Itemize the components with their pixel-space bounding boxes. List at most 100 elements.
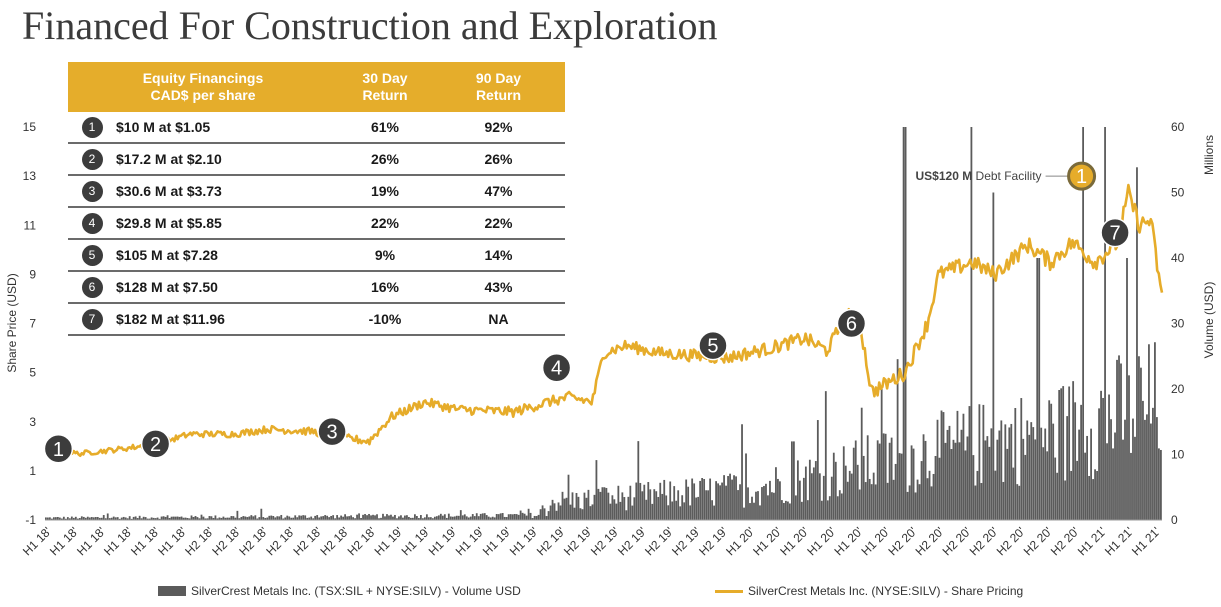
volume-bar [910,445,913,520]
volume-bar [398,516,400,520]
volume-bar [904,127,907,520]
x-tick-label: H2 18' [182,524,216,558]
volume-bar [629,485,632,520]
volume-bar [553,503,556,520]
volume-bar [599,491,602,520]
volume-bar [54,517,57,520]
volume-bar [1078,429,1081,520]
volume-bar [94,517,97,520]
volume-bar [292,517,295,520]
volume-bar [1114,432,1116,520]
volume-bar [1026,420,1029,520]
financing-marker-circle [43,434,74,464]
volume-bar [900,453,903,520]
volume-bar [1140,367,1142,520]
volume-bar [1100,390,1102,520]
legend-price-swatch [715,589,743,593]
volume-bar [400,515,402,520]
x-tick-label: H1 21' [1075,524,1109,558]
volume-bar [174,516,177,520]
debt-amount: US$120 M [916,169,976,183]
volume-bar [290,517,293,520]
volume-bar [884,433,887,520]
volume-bar [1046,451,1049,520]
volume-bar [330,515,333,520]
volume-bar [124,517,127,520]
volume-bar [288,516,291,520]
volume-bar [429,517,432,520]
row-number-cell: 3 [68,175,116,208]
volume-bar [659,482,662,520]
volume-bar [316,515,319,520]
financing-cell: $17.2 M at $2.10 [116,143,338,176]
volume-bar [1004,424,1007,520]
volume-bar [607,492,610,520]
volume-bar [1044,428,1047,520]
volume-bar [1160,449,1162,520]
volume-bar [214,515,217,520]
volume-bar [581,509,584,520]
volume-bar [1074,402,1077,520]
volume-bar [559,505,562,520]
volume-bar [358,513,360,520]
volume-bar [80,516,83,520]
volume-bar [970,127,973,520]
volume-bar [723,475,725,520]
volume-bar [90,517,93,520]
volume-bar [160,516,163,520]
volume-bar [832,452,835,520]
volume-bar [978,404,981,520]
volume-bar [1052,423,1055,520]
volume-bar [523,513,526,520]
volume-bar [585,497,588,520]
volume-bar [1096,470,1098,520]
volume-bar [848,470,851,520]
volume-bar [798,480,801,520]
volume-bar [362,514,364,520]
volume-bar [549,505,552,520]
volume-bar [940,410,943,520]
volume-bar [56,517,59,520]
volume-bar [914,492,917,520]
volume-bar [1152,407,1154,520]
volume-bar [775,467,777,520]
volume-bar [230,516,233,520]
x-tick-label: H2 18' [236,524,270,558]
volume-bar [414,514,416,520]
volume-bar [511,514,514,520]
right-tick-label: 0 [1171,513,1178,527]
volume-bar [609,503,612,520]
volume-bar [868,478,871,520]
volume-bar [777,478,779,520]
financing-marker-label: 7 [1110,223,1121,245]
left-tick-label: 5 [29,366,36,380]
volume-bar [150,517,153,520]
volume-bar [469,516,472,520]
volume-bar [236,510,239,520]
volume-bar [944,442,947,520]
left-tick-label: -1 [25,513,36,527]
volume-bar [380,517,382,520]
volume-bar [860,407,863,520]
volume-bar [499,513,502,520]
legend-volume-swatch [158,586,186,596]
volume-bar [232,516,235,520]
volume-bar [374,515,376,520]
volume-bar [196,517,199,520]
volume-bar [509,514,512,520]
return-30-cell: 16% [338,271,432,304]
volume-bar [278,516,281,520]
volume-bar [535,516,538,520]
volume-bar [296,517,299,520]
volume-bar [661,493,664,520]
volume-bar [685,479,688,520]
volume-bar [824,391,827,520]
volume-bar [826,500,829,520]
volume-bar [631,505,634,520]
volume-bar [814,461,817,520]
volume-bar [206,518,209,520]
right-tick-label: 10 [1171,448,1185,462]
volume-bar [328,517,331,520]
volume-bar [1062,386,1065,520]
volume-bar [858,489,861,520]
